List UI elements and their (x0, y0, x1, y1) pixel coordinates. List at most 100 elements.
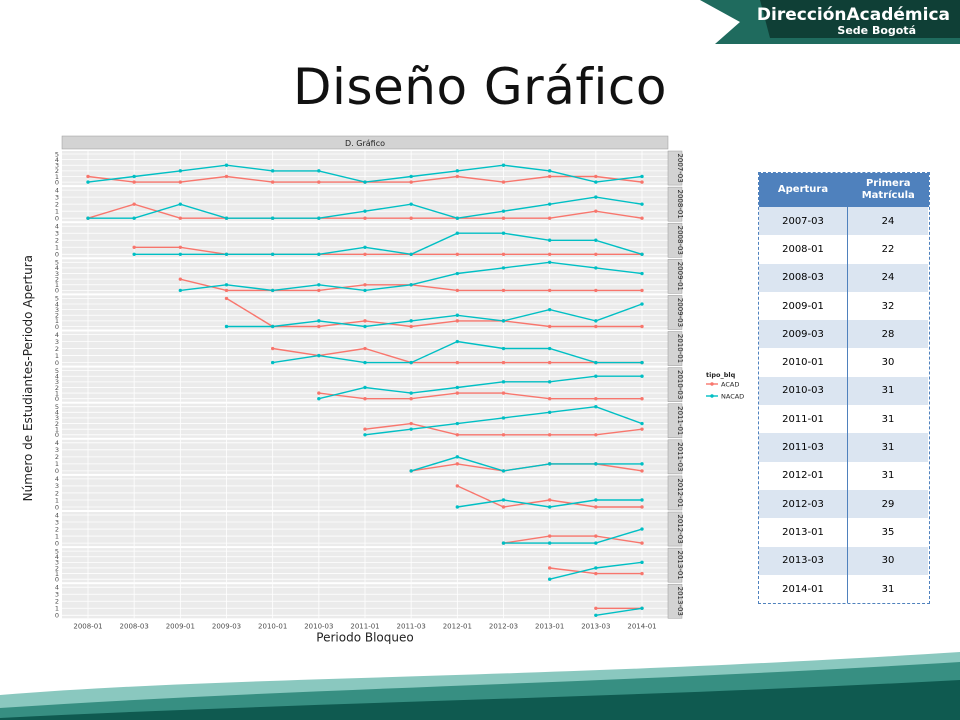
data-point-nacad (594, 238, 598, 242)
legend-title: tipo_blq (706, 371, 736, 379)
decorative-wave (0, 652, 960, 720)
data-point-nacad (178, 202, 183, 206)
y-tick-label: 2 (55, 420, 59, 428)
data-point-nacad (501, 541, 506, 545)
data-point-nacad (409, 319, 413, 323)
facet-label: 2011-01 (676, 406, 684, 435)
facet-strip (667, 186, 683, 222)
data-point-acad (455, 252, 460, 256)
y-tick-label: 0 (55, 395, 59, 403)
y-tick-label: 1 (55, 317, 59, 325)
data-point-nacad (547, 577, 552, 581)
cell-primera-matricula: 22 (847, 235, 929, 264)
facet-label: 2009-01 (676, 262, 684, 291)
cell-apertura: 2008-03 (759, 263, 848, 292)
y-tick-label: 5 (55, 295, 59, 303)
x-tick-label: 2011-01 (350, 622, 379, 630)
data-point-nacad (547, 505, 552, 509)
y-tick-label: 4 (55, 331, 59, 339)
data-point-acad (501, 505, 506, 509)
data-point-nacad (640, 560, 644, 565)
data-point-acad (317, 180, 321, 184)
data-point-acad (640, 505, 644, 509)
data-point-acad (547, 324, 552, 329)
table-header-apertura: Apertura (759, 173, 848, 207)
data-point-nacad (640, 498, 644, 502)
data-point-acad (594, 505, 598, 509)
data-point-nacad (224, 324, 229, 329)
legend-label-acad: ACAD (721, 381, 739, 389)
y-tick-label: 4 (55, 439, 59, 447)
y-tick-label: 2 (55, 167, 59, 175)
data-point-acad (547, 498, 552, 502)
cell-primera-matricula: 35 (847, 518, 929, 547)
data-point-nacad (409, 202, 413, 206)
data-point-nacad (455, 505, 460, 509)
y-tick-label: 0 (55, 215, 59, 223)
table-row: 2014-01 31 (759, 574, 929, 604)
x-tick-label: 2008-01 (73, 622, 102, 630)
data-point-acad (640, 324, 644, 329)
data-point-acad (270, 346, 275, 351)
table-row: 2009-03 28 (759, 320, 929, 349)
data-point-nacad (270, 216, 275, 220)
cell-primera-matricula: 28 (847, 320, 929, 349)
cell-primera-matricula: 31 (847, 461, 929, 490)
data-point-nacad (594, 360, 598, 365)
cell-primera-matricula: 30 (847, 348, 929, 377)
data-point-acad (594, 433, 598, 437)
data-point-nacad (640, 174, 644, 179)
data-point-acad (594, 606, 598, 610)
data-point-acad (501, 360, 506, 365)
x-axis-title: Periodo Bloqueo (316, 630, 413, 644)
y-tick-label: 1 (55, 425, 59, 433)
y-tick-label: 2 (55, 598, 59, 606)
data-point-nacad (363, 209, 367, 213)
data-point-nacad (270, 169, 275, 173)
cell-primera-matricula: 31 (847, 574, 929, 604)
cell-apertura: 2013-03 (759, 546, 848, 575)
facet-label: 2011-03 (676, 442, 684, 471)
facet-strip (667, 222, 683, 258)
chart-legend: tipo_blq ACAD NACAD (706, 371, 744, 401)
data-point-acad (501, 288, 506, 293)
series-line-nacad (595, 607, 643, 616)
y-tick-label: 3 (55, 518, 59, 526)
y-tick-label: 3 (55, 338, 59, 346)
data-point-nacad (501, 380, 506, 384)
data-point-nacad (547, 346, 552, 351)
x-tick-label: 2008-03 (120, 622, 149, 630)
y-tick-label: 0 (55, 251, 59, 259)
data-point-acad (178, 277, 183, 281)
cell-primera-matricula: 32 (847, 291, 929, 321)
data-point-nacad (455, 455, 460, 459)
brand-name: DirecciónAcadémica (756, 5, 950, 25)
y-tick-label: 2 (55, 525, 59, 533)
data-point-nacad (224, 283, 229, 287)
data-point-acad (640, 288, 644, 293)
y-tick-label: 3 (55, 414, 59, 422)
y-tick-label: 4 (55, 584, 59, 592)
data-point-acad (640, 180, 644, 184)
y-tick-label: 4 (55, 156, 59, 164)
data-point-nacad (317, 252, 321, 256)
y-tick-label: 0 (55, 612, 59, 620)
data-point-nacad (455, 216, 460, 220)
y-tick-label: 2 (55, 564, 59, 572)
data-point-nacad (455, 385, 460, 390)
data-point-acad (547, 566, 552, 570)
data-point-nacad (409, 469, 413, 473)
cell-apertura: 2009-01 (759, 291, 848, 321)
data-point-nacad (317, 169, 321, 173)
y-tick-label: 0 (55, 178, 59, 186)
cell-primera-matricula: 30 (847, 546, 929, 575)
data-point-acad (409, 180, 413, 184)
data-point-nacad (317, 353, 321, 358)
data-point-nacad (178, 169, 183, 173)
y-axis-title: Número de Estudiantes-Periodo Apertura (21, 255, 35, 501)
facet-strip (667, 475, 683, 511)
data-point-acad (409, 421, 413, 426)
data-point-acad (363, 216, 367, 220)
data-point-nacad (640, 252, 644, 256)
data-point-acad (455, 360, 460, 365)
